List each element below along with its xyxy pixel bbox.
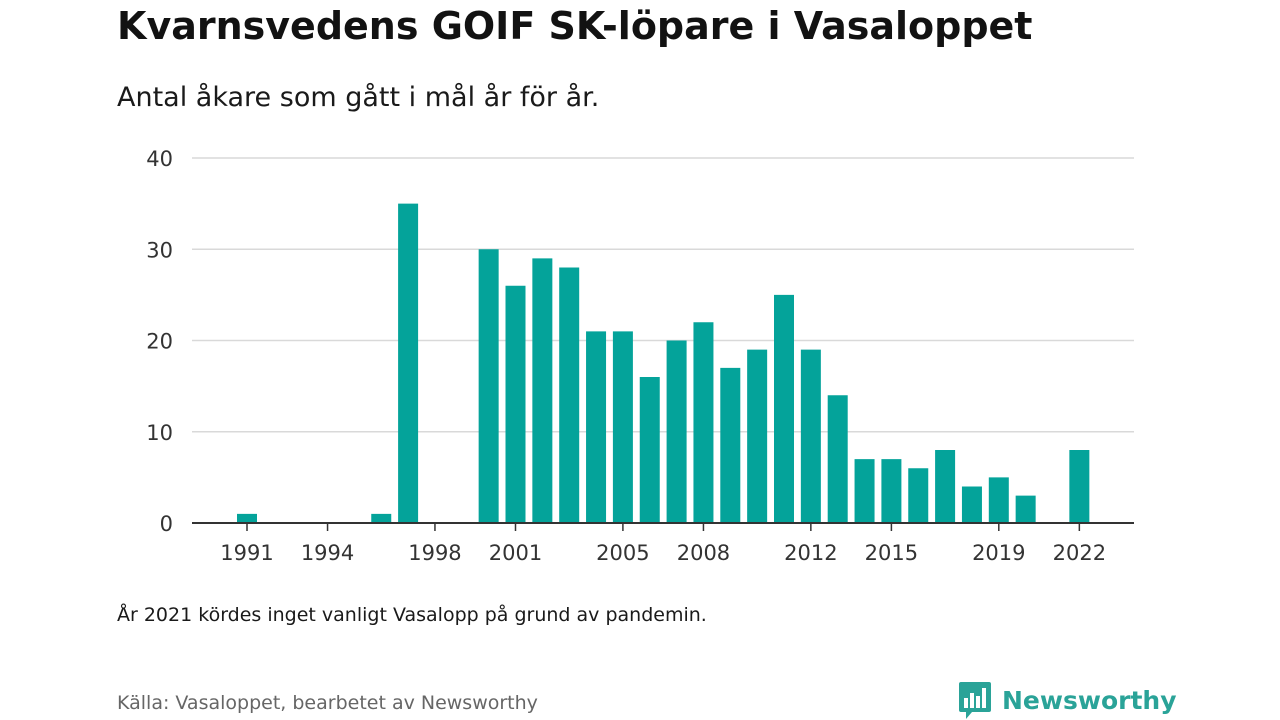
bar-2020 bbox=[1015, 495, 1036, 523]
axes: 0 10 20 30 40 1991 1994 1998 2001 2005 2008 2012 201… bbox=[146, 147, 1134, 565]
chart-title: Kvarnsvedens GOIF SK-löpare i Vasaloppet bbox=[117, 4, 1033, 48]
bar-2000 bbox=[478, 249, 499, 523]
source-credit: Källa: Vasaloppet, bearbetet av Newswort… bbox=[117, 692, 538, 714]
bar-2022 bbox=[1069, 450, 1090, 523]
y-tick-label: 40 bbox=[146, 147, 173, 171]
bar-2003 bbox=[559, 267, 580, 523]
bar-2017 bbox=[935, 450, 956, 523]
bar-2008 bbox=[693, 322, 714, 523]
chart-note: År 2021 kördes inget vanligt Vasalopp på… bbox=[117, 604, 707, 626]
y-tick-label: 0 bbox=[160, 512, 173, 536]
bar-2002 bbox=[532, 258, 553, 523]
bar-2018 bbox=[961, 486, 982, 523]
y-tick-label: 30 bbox=[146, 238, 173, 262]
bar-2009 bbox=[720, 367, 741, 523]
bar-2001 bbox=[505, 285, 526, 523]
bar-2007 bbox=[666, 340, 687, 523]
x-tick-label: 2001 bbox=[489, 541, 542, 565]
gridlines bbox=[192, 157, 1134, 433]
bar-2012 bbox=[800, 349, 821, 523]
x-tick-label: 1994 bbox=[301, 541, 354, 565]
x-tick-label: 2019 bbox=[972, 541, 1025, 565]
x-tick-label: 2012 bbox=[784, 541, 837, 565]
bar-2016 bbox=[908, 468, 929, 523]
x-tick-label: 1998 bbox=[408, 541, 461, 565]
bar-2015 bbox=[881, 459, 902, 523]
bar-2014 bbox=[854, 459, 875, 523]
newsworthy-chart-bubble-icon bbox=[959, 682, 991, 719]
brand-name: Newsworthy bbox=[1002, 685, 1177, 715]
bar-2005 bbox=[612, 331, 633, 523]
x-tick-label: 2005 bbox=[596, 541, 649, 565]
bar-1997 bbox=[398, 203, 419, 523]
bar-2004 bbox=[586, 331, 607, 523]
x-tick-label: 1991 bbox=[220, 541, 273, 565]
x-tick-label: 2008 bbox=[677, 541, 730, 565]
bar-2010 bbox=[747, 349, 768, 523]
y-tick-label: 10 bbox=[146, 421, 173, 445]
bars bbox=[237, 203, 1090, 523]
x-tick-label: 2022 bbox=[1053, 541, 1106, 565]
bar-2006 bbox=[639, 377, 660, 523]
chart-subtitle: Antal åkare som gått i mål år för år. bbox=[117, 82, 600, 113]
bar-2019 bbox=[988, 477, 1009, 523]
y-tick-label: 20 bbox=[146, 330, 173, 354]
bar-2013 bbox=[827, 395, 848, 523]
brand-logo: Newsworthy bbox=[958, 680, 1177, 720]
bar-1996 bbox=[371, 513, 392, 523]
bar-2011 bbox=[774, 294, 794, 523]
x-tick-label: 2015 bbox=[865, 541, 918, 565]
bar-1991 bbox=[237, 513, 257, 523]
